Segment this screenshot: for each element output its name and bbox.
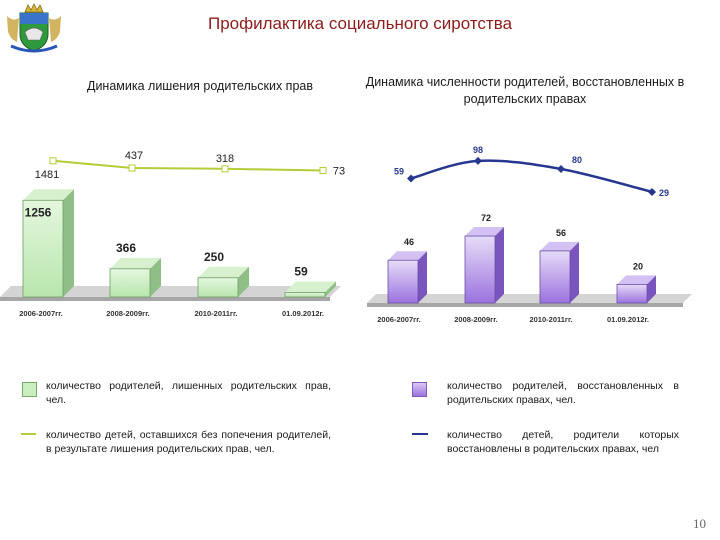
left-bar-front-2 — [197, 277, 239, 298]
coat-of-arms-icon — [3, 2, 65, 54]
left-bar-side-3 — [325, 281, 336, 297]
right-point-0 — [407, 174, 415, 183]
left-bar-2 — [197, 266, 249, 298]
right-point-label-2: 80 — [572, 155, 582, 165]
legend-swatch-parents-restored — [412, 382, 427, 397]
right-bar-1 — [464, 227, 504, 304]
right-chart: 46 72 56 20 59 98 80 29 2006-2007гг. 2008-2009гг.… — [367, 145, 692, 324]
left-category-label-1: 2008-2009гг. — [106, 309, 149, 318]
left-bar-front-3 — [284, 292, 326, 298]
right-bar-2 — [539, 241, 579, 304]
legend-swatch-children-left — [21, 433, 36, 435]
left-floor — [0, 286, 341, 297]
left-chart: 1256 366 250 59 1481 437 318 73 2006-2007гг. 2008… — [0, 150, 345, 318]
left-bar-side-0 — [63, 189, 74, 297]
right-bar-top-1 — [465, 227, 504, 237]
right-bar-3 — [616, 275, 656, 304]
legend-children-left: количество детей, оставшихся без попечен… — [46, 429, 331, 455]
legend-parents-restored: количество родителей, восстановленных в … — [447, 380, 679, 406]
right-bar-label-1: 72 — [481, 213, 491, 223]
legend-parents-deprived: количество родителей, лишенных родительс… — [46, 380, 331, 406]
right-floor — [367, 294, 692, 303]
left-bar-top-2 — [198, 266, 249, 278]
right-category-label-3: 01.09.2012г. — [607, 315, 649, 324]
left-point-2 — [221, 165, 229, 173]
left-bar-side-2 — [238, 266, 249, 297]
left-bar-label-1: 366 — [116, 241, 136, 255]
page-title: Профилактика социального сиротства — [207, 14, 513, 33]
right-floor-edge — [367, 303, 683, 307]
right-category-label-0: 2006-2007гг. — [377, 315, 420, 324]
left-point-3 — [319, 166, 327, 174]
left-bar-top-3 — [285, 281, 336, 293]
left-point-label-1: 437 — [125, 150, 143, 162]
right-bar-side-0 — [418, 251, 427, 303]
right-point-label-3: 29 — [659, 188, 669, 198]
left-category-label-3: 01.09.2012г. — [282, 309, 324, 318]
right-bar-top-2 — [540, 241, 579, 251]
right-chart-title: Динамика численности родителей, восстано… — [365, 75, 685, 106]
right-point-label-1: 98 — [473, 145, 483, 155]
right-point-3 — [648, 187, 656, 196]
left-bar-1 — [109, 257, 161, 298]
legend-swatch-parents-deprived — [22, 382, 37, 397]
right-category-label-2: 2010-2011гг. — [529, 315, 572, 324]
left-point-label-3: 73 — [333, 165, 345, 177]
left-point-1 — [128, 164, 136, 172]
right-bar-top-3 — [617, 275, 656, 285]
right-point-1 — [474, 156, 482, 165]
left-bar-label-3: 59 — [294, 264, 308, 278]
left-point-0 — [49, 157, 57, 165]
right-bar-side-3 — [647, 275, 656, 303]
right-bar-0 — [387, 251, 427, 304]
left-bar-3 — [284, 281, 336, 298]
left-line — [52, 159, 324, 172]
left-bar-0 — [22, 189, 74, 298]
left-point-label-0: 1481 — [35, 169, 59, 181]
crown-icon — [24, 3, 44, 13]
left-bar-side-1 — [150, 257, 161, 297]
legend-children-restored: количество детей, родители которых восст… — [447, 429, 679, 455]
left-category-label-2: 2010-2011гг. — [194, 309, 237, 318]
right-category-label-1: 2008-2009гг. — [454, 315, 497, 324]
right-bar-side-2 — [570, 241, 579, 303]
legend-swatch-children-restored — [412, 433, 428, 435]
left-point-label-2: 318 — [216, 153, 234, 165]
right-bar-front-3 — [616, 283, 648, 304]
page-number: 10 — [693, 516, 706, 531]
right-bar-front-0 — [387, 259, 419, 304]
right-bar-label-3: 20 — [633, 261, 643, 271]
right-bar-label-2: 56 — [556, 228, 566, 238]
right-line — [410, 159, 653, 194]
left-chart-title: Динамика лишения родительских прав — [86, 79, 313, 93]
left-bar-top-0 — [23, 189, 74, 201]
left-bar-label-2: 250 — [204, 250, 224, 264]
right-bar-front-1 — [464, 235, 496, 304]
left-bar-label-0: 1256 — [25, 205, 52, 219]
left-floor-edge — [0, 297, 330, 301]
left-category-label-0: 2006-2007гг. — [19, 309, 62, 318]
right-bar-label-0: 46 — [404, 237, 414, 247]
right-bar-side-1 — [495, 227, 504, 303]
left-bar-front-1 — [109, 268, 151, 298]
right-bar-front-2 — [539, 250, 571, 304]
right-bar-top-0 — [388, 251, 427, 261]
left-bar-top-1 — [110, 257, 161, 269]
left-bar-front-0 — [22, 199, 64, 298]
right-point-2 — [557, 165, 565, 173]
right-point-label-0: 59 — [394, 166, 404, 176]
